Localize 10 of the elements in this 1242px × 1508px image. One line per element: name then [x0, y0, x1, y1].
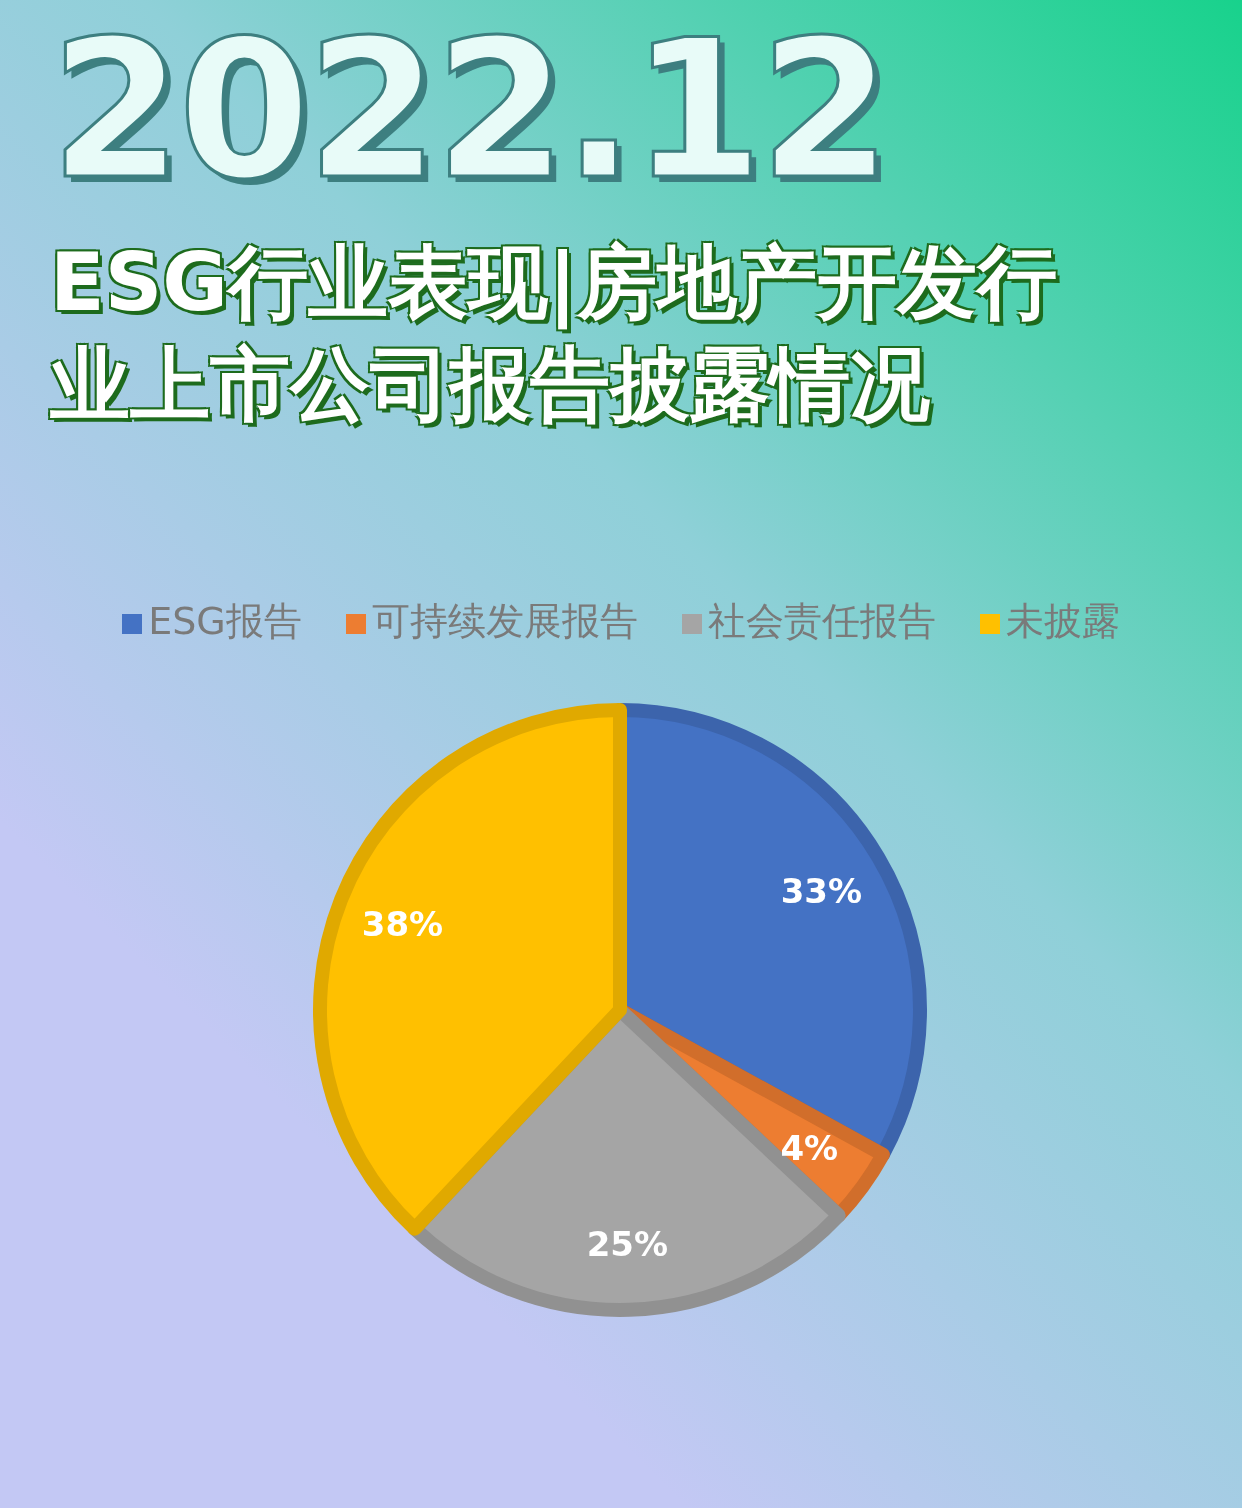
chart-subtitle: 2022.12 [50, 0, 888, 221]
legend-label: 社会责任报告 [707, 599, 936, 643]
legend-label: 未披露 [1005, 599, 1120, 643]
chart-title: ESG行业表现|房地产开发行业上市公司报告披露情况 [50, 235, 1059, 433]
data-label: 4% [780, 1127, 839, 1168]
data-label: 33% [780, 870, 863, 911]
legend-label: 可持续发展报告 [371, 599, 638, 643]
legend-label: ESG报告 [148, 599, 302, 643]
data-label: 38% [361, 903, 444, 944]
data-label: 25% [586, 1223, 669, 1264]
